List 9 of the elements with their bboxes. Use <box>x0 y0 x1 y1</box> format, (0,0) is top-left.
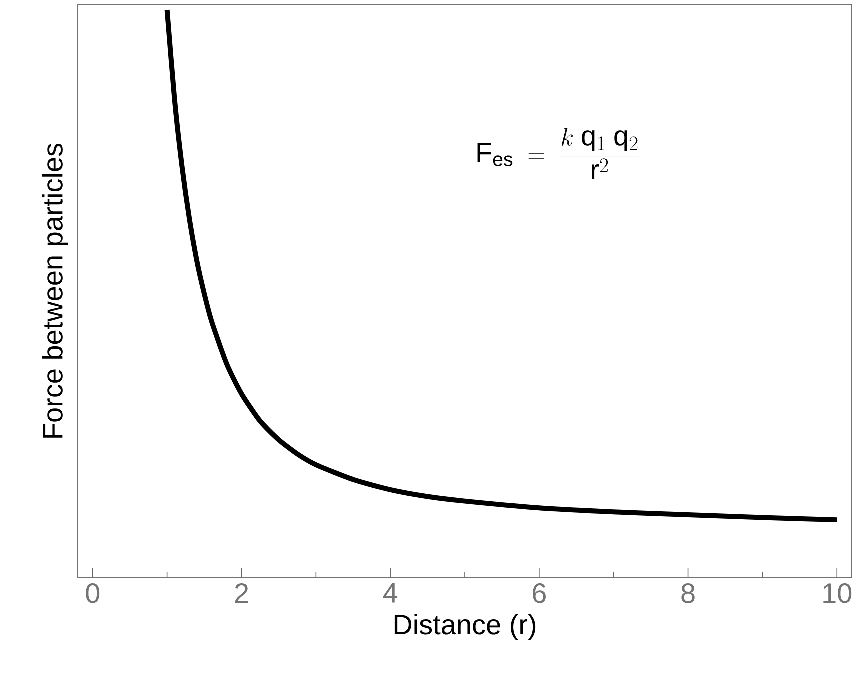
x-tick-label: 2 <box>235 584 248 604</box>
annotation: $\mathrm{F}_{\mathrm{es}} \;=\; \frac{k\;\mathrm{q}_1\;\mathrm{q}_2}{\mathrm{r}^2}$ <box>478 128 640 180</box>
x-tick-label: 0 <box>86 584 100 604</box>
x-tick-label: 4 <box>383 584 398 603</box>
x-axis-title: Distance (r) <box>394 614 536 640</box>
x-tick-label: 10 <box>824 584 852 604</box>
x-tick-label: 8 <box>682 584 695 604</box>
y-axis-title: Force between particles <box>42 144 68 438</box>
x-tick-label: 6 <box>533 584 546 604</box>
